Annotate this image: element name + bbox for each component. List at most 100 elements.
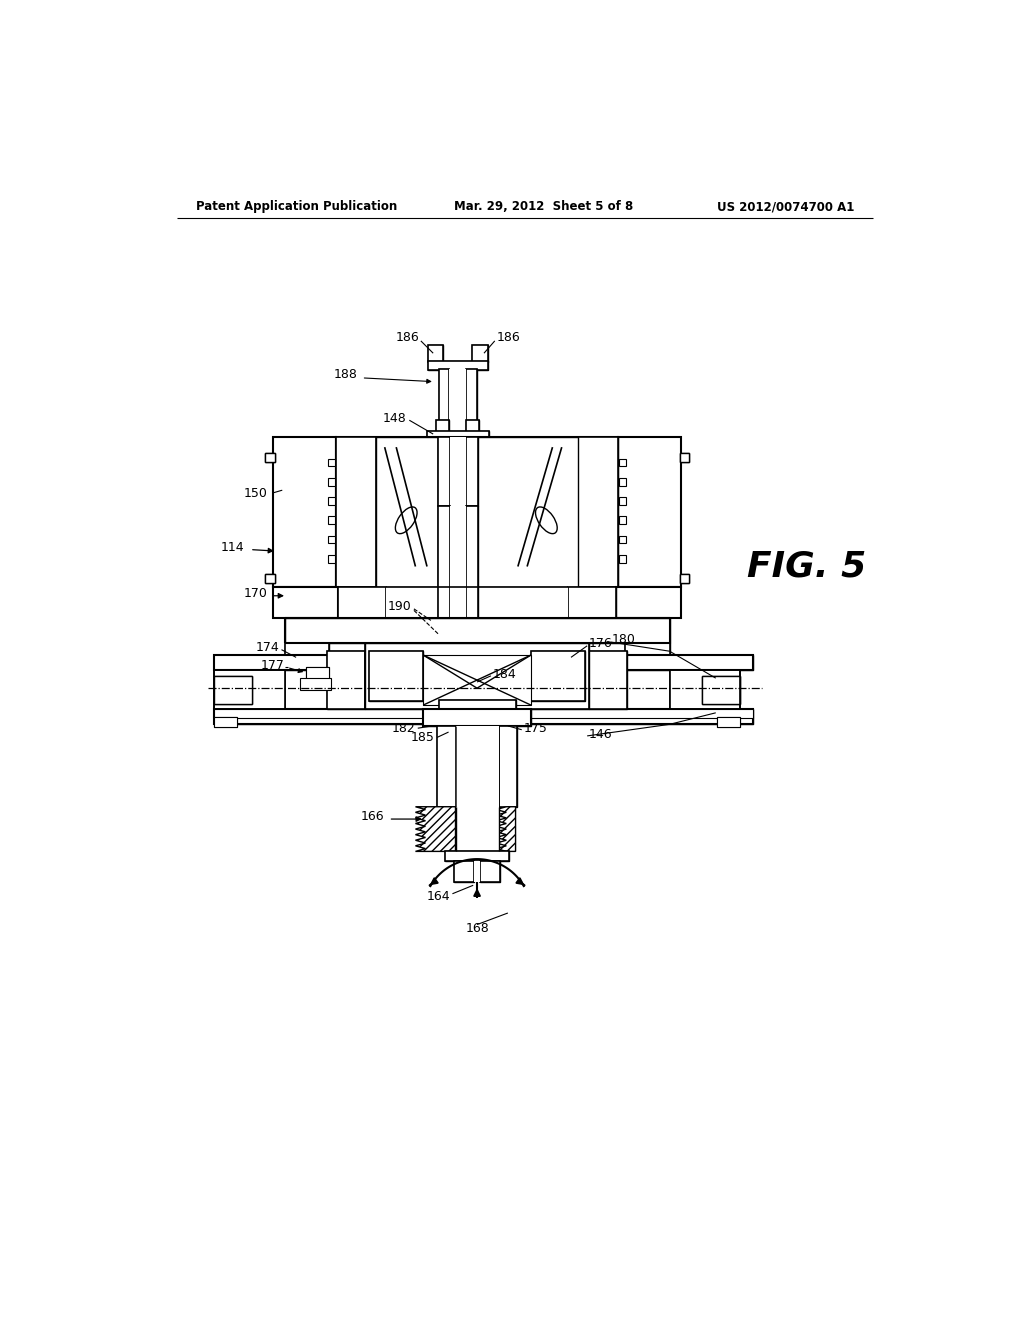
Text: 175: 175 xyxy=(523,722,547,735)
Bar xyxy=(450,370,466,434)
Text: 188: 188 xyxy=(334,367,357,380)
Polygon shape xyxy=(497,807,515,851)
Text: 148: 148 xyxy=(383,412,407,425)
Bar xyxy=(423,709,531,726)
Text: 176: 176 xyxy=(589,638,612,649)
Bar xyxy=(474,861,480,882)
Bar xyxy=(451,437,466,507)
Bar xyxy=(466,420,479,432)
Bar xyxy=(438,700,515,711)
Bar xyxy=(214,718,237,726)
Bar xyxy=(428,360,487,370)
Bar xyxy=(589,651,628,709)
Bar xyxy=(444,851,509,861)
Bar xyxy=(615,587,681,618)
Bar xyxy=(328,478,336,486)
Bar xyxy=(618,554,627,562)
Bar xyxy=(285,643,330,715)
Bar xyxy=(466,507,478,618)
Bar xyxy=(427,430,488,442)
Bar xyxy=(327,651,366,709)
Bar xyxy=(214,655,753,671)
Bar xyxy=(428,345,443,362)
Text: 186: 186 xyxy=(395,331,419,345)
Bar xyxy=(370,651,423,701)
Bar xyxy=(437,726,456,807)
Bar xyxy=(618,536,627,544)
Text: US 2012/0074700 A1: US 2012/0074700 A1 xyxy=(717,201,854,214)
Bar xyxy=(214,718,237,726)
Bar xyxy=(328,498,336,506)
Bar xyxy=(454,861,474,882)
Bar xyxy=(437,726,456,807)
Bar xyxy=(472,345,487,362)
Bar xyxy=(386,587,568,618)
Bar xyxy=(265,574,274,583)
Bar xyxy=(454,861,474,882)
Bar xyxy=(339,587,386,618)
Bar xyxy=(306,667,330,686)
Bar xyxy=(680,574,689,583)
Bar xyxy=(428,360,487,370)
Text: 114: 114 xyxy=(221,541,245,554)
Bar xyxy=(273,437,336,587)
Bar xyxy=(680,574,689,583)
Bar xyxy=(451,507,466,618)
Bar xyxy=(568,587,615,618)
Bar xyxy=(618,516,627,524)
Bar xyxy=(336,437,376,587)
Bar xyxy=(625,643,670,715)
Bar xyxy=(456,807,499,851)
Bar xyxy=(214,709,753,718)
Bar xyxy=(438,370,450,434)
Bar xyxy=(578,437,617,587)
Text: Patent Application Publication: Patent Application Publication xyxy=(196,201,397,214)
Bar xyxy=(336,437,617,587)
Bar xyxy=(701,676,740,704)
Bar xyxy=(717,718,740,726)
Bar xyxy=(717,718,740,726)
Bar xyxy=(336,437,376,587)
Bar xyxy=(589,651,628,709)
Text: FIG. 5: FIG. 5 xyxy=(746,549,866,583)
Bar xyxy=(214,671,285,709)
Bar xyxy=(328,536,336,544)
Bar xyxy=(273,437,336,587)
Text: 166: 166 xyxy=(361,810,385,824)
Text: 180: 180 xyxy=(611,634,636,647)
Bar xyxy=(618,498,627,506)
Bar xyxy=(466,420,479,432)
Bar xyxy=(466,507,478,618)
Bar xyxy=(472,345,487,362)
Bar xyxy=(214,709,753,725)
Text: 174: 174 xyxy=(255,640,280,653)
Bar xyxy=(438,700,515,711)
Text: 170: 170 xyxy=(244,587,267,601)
Bar xyxy=(438,507,451,618)
Bar xyxy=(327,651,366,709)
Bar xyxy=(339,587,386,618)
Text: Mar. 29, 2012  Sheet 5 of 8: Mar. 29, 2012 Sheet 5 of 8 xyxy=(454,201,633,214)
Bar xyxy=(499,726,517,807)
Bar xyxy=(438,437,451,507)
Bar xyxy=(568,587,615,618)
Bar xyxy=(265,453,274,462)
Bar xyxy=(438,437,451,587)
Text: 184: 184 xyxy=(493,668,516,681)
Bar xyxy=(423,655,531,705)
Bar xyxy=(273,587,339,618)
Bar xyxy=(466,437,478,507)
Bar xyxy=(328,516,336,524)
Bar xyxy=(456,726,499,807)
Bar xyxy=(285,643,330,715)
Bar xyxy=(214,676,252,704)
Bar xyxy=(466,370,477,434)
Bar xyxy=(701,676,740,704)
Bar xyxy=(618,459,627,466)
Bar xyxy=(615,587,681,618)
Bar xyxy=(300,678,331,689)
Bar xyxy=(480,861,500,882)
Bar xyxy=(617,437,681,587)
Bar xyxy=(670,671,740,709)
Bar xyxy=(328,459,336,466)
